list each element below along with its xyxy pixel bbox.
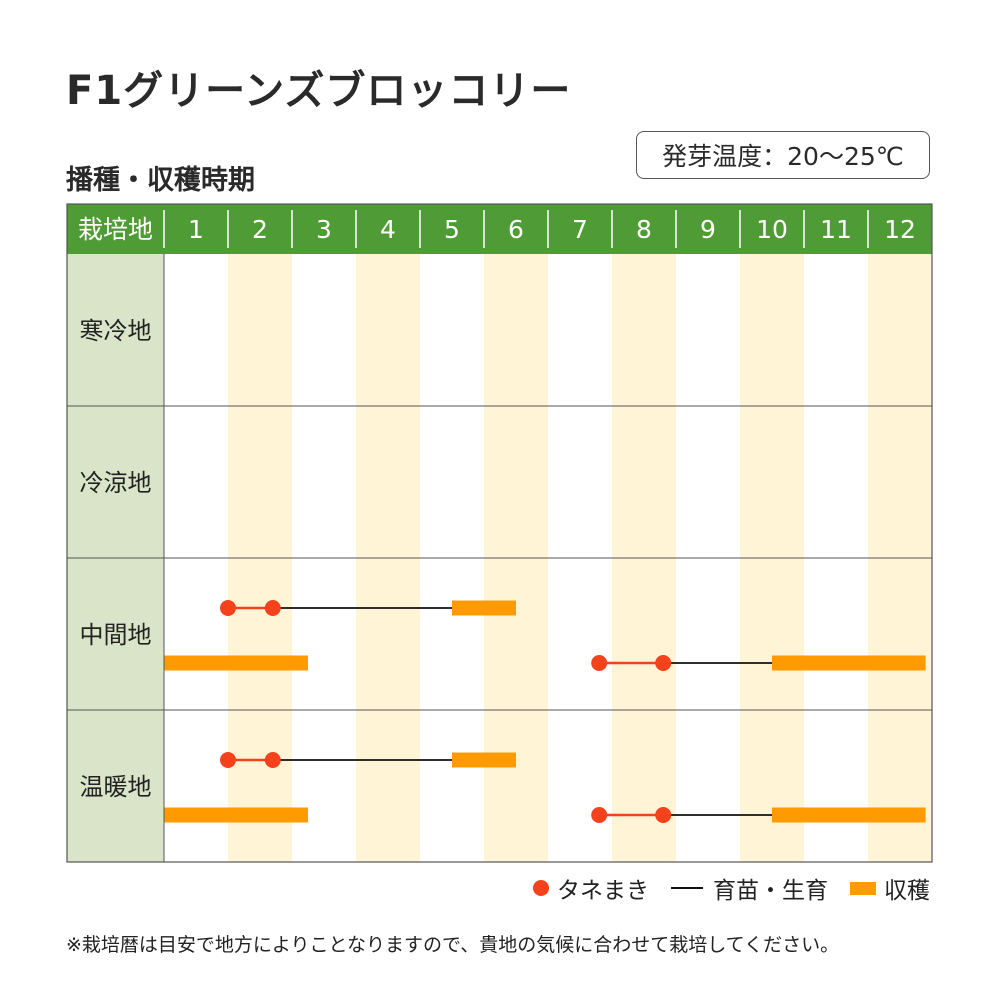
harvest-bar: [452, 752, 516, 768]
month-label: 8: [636, 215, 652, 244]
region-label: 温暖地: [80, 773, 152, 801]
sowing-start-dot: [220, 752, 236, 768]
month-label: 4: [380, 215, 396, 244]
legend-label-harvest: 収穫: [884, 878, 930, 904]
sowing-start-dot: [591, 807, 608, 823]
month-label: 6: [508, 215, 524, 244]
chart-border: [66, 203, 933, 863]
region-label-cell: [67, 406, 164, 558]
month-label: 3: [316, 215, 332, 244]
legend-label-growing: 育苗・生育: [713, 878, 828, 904]
month-label: 7: [572, 215, 588, 244]
legend-item-sowing: タネまき: [533, 871, 649, 905]
harvest-bar: [772, 655, 926, 671]
harvest-bar: [452, 600, 516, 616]
temperature-badge: 発芽温度：20〜25℃: [636, 131, 930, 179]
month-label: 5: [444, 215, 460, 244]
region-label-cell: [67, 558, 164, 710]
sowing-end-dot: [264, 752, 281, 768]
harvest-bar-icon: [850, 881, 876, 895]
region-label-cell: [67, 710, 164, 862]
month-label: 2: [252, 215, 268, 244]
harvest-bar: [164, 807, 308, 823]
sowing-end-dot: [264, 600, 281, 616]
region-label: 中間地: [80, 621, 152, 649]
month-label: 12: [884, 215, 916, 244]
sowing-start-dot: [220, 600, 236, 616]
region-label: 冷涼地: [80, 469, 152, 497]
month-label: 1: [188, 215, 204, 244]
harvest-bar: [164, 655, 308, 671]
month-label: 10: [756, 215, 788, 244]
header-label: 栽培地: [78, 215, 153, 244]
page-title: F1グリーンズブロッコリー: [66, 68, 572, 114]
sowing-end-dot: [655, 807, 672, 823]
harvest-bar: [772, 807, 926, 823]
region-label: 寒冷地: [80, 317, 152, 345]
legend-label-sowing: タネまき: [557, 878, 649, 904]
footnote: ※栽培暦は目安で地方によりことなりますので、貴地の気候に合わせて栽培してください…: [66, 934, 840, 956]
growing-line-icon: [671, 886, 703, 890]
chart-legend: タネまき 育苗・生育 収穫: [511, 871, 930, 905]
month-label: 11: [820, 215, 852, 244]
sowing-dot-icon: [533, 880, 549, 896]
header-row: [67, 204, 932, 254]
legend-item-growing: 育苗・生育: [671, 871, 828, 905]
legend-item-harvest: 収穫: [850, 871, 930, 905]
sowing-start-dot: [591, 655, 608, 671]
sowing-end-dot: [655, 655, 672, 671]
month-label: 9: [700, 215, 716, 244]
chart-subtitle: 播種・収穫時期: [66, 165, 255, 196]
region-label-cell: [67, 254, 164, 406]
